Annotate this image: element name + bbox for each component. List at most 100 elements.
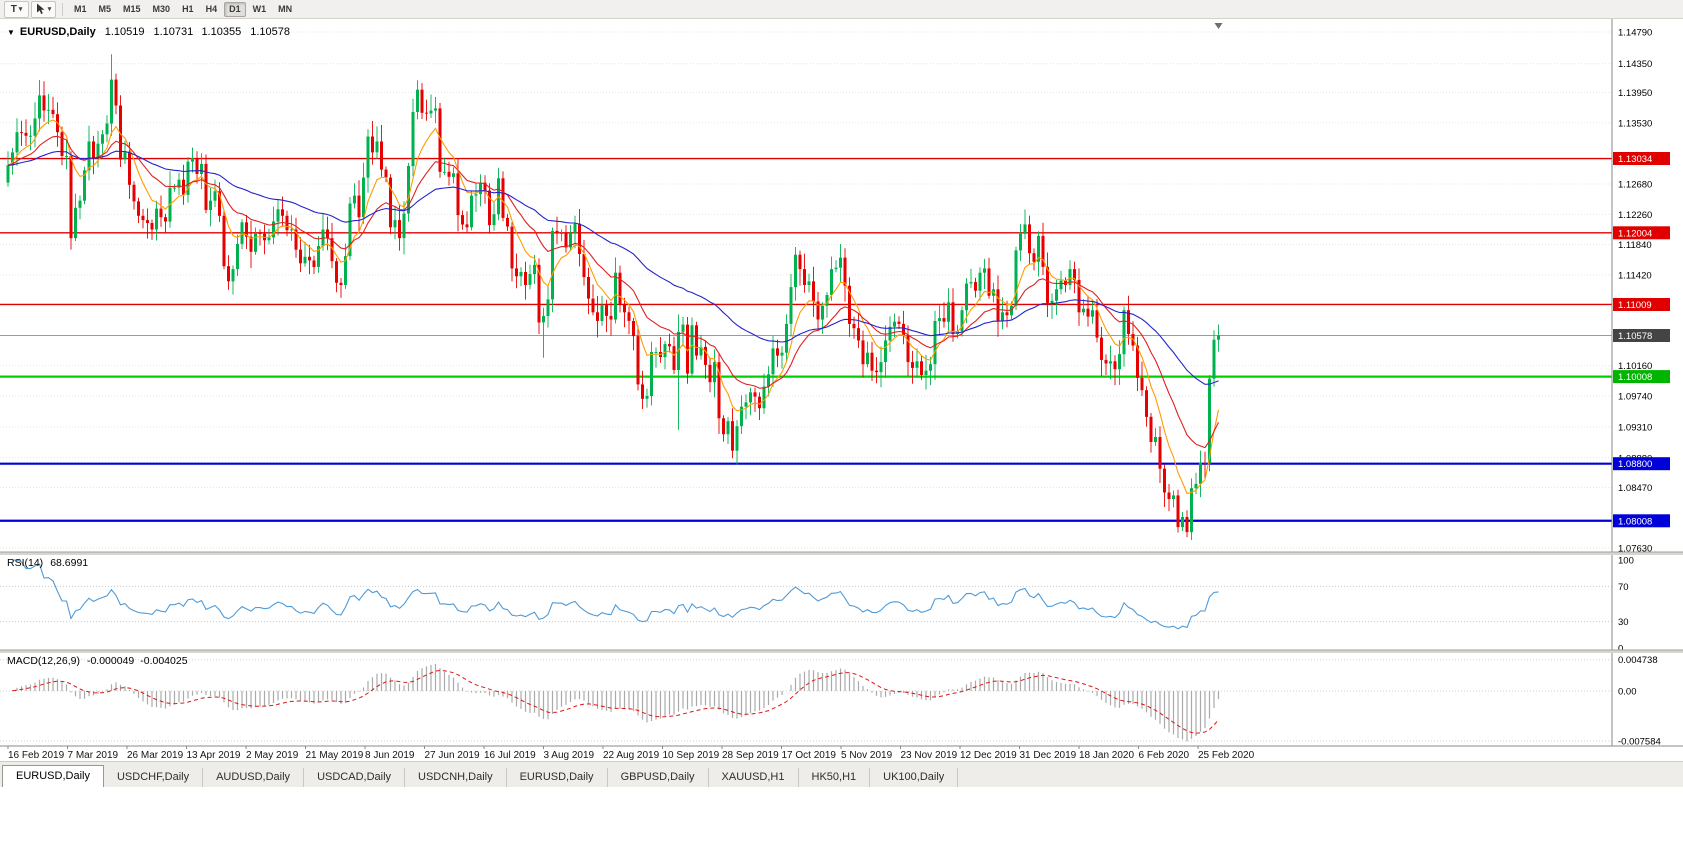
timeframe-m15-button[interactable]: M15: [118, 2, 146, 17]
moving-averages: [7, 119, 1220, 495]
timeframe-m30-button[interactable]: M30: [148, 2, 176, 17]
svg-text:1.13530: 1.13530: [1618, 118, 1652, 129]
svg-text:18 Jan 2020: 18 Jan 2020: [1079, 750, 1134, 761]
chart-header: ▼ EURUSD,Daily 1.10519 1.10731 1.10355 1.1057…: [7, 26, 290, 38]
chart-tab-9[interactable]: UK100,Daily: [870, 768, 959, 787]
svg-text:0.004738: 0.004738: [1618, 655, 1658, 666]
toolbar-separator: [62, 2, 63, 16]
svg-text:1.11840: 1.11840: [1618, 240, 1652, 251]
svg-text:1.09310: 1.09310: [1618, 422, 1652, 433]
svg-text:0.00: 0.00: [1618, 687, 1637, 698]
svg-text:1.09740: 1.09740: [1618, 391, 1652, 402]
svg-text:16 Feb 2019: 16 Feb 2019: [8, 750, 65, 761]
chart-tab-8[interactable]: HK50,H1: [799, 768, 871, 787]
svg-text:1.12260: 1.12260: [1618, 210, 1652, 221]
svg-text:5 Nov 2019: 5 Nov 2019: [841, 750, 893, 761]
svg-text:25 Feb 2020: 25 Feb 2020: [1198, 750, 1255, 761]
chart-tools-button[interactable]: T ▾: [4, 0, 29, 18]
svg-text:30: 30: [1618, 617, 1629, 628]
svg-text:28 Sep 2019: 28 Sep 2019: [722, 750, 779, 761]
gridlines: [0, 31, 1612, 742]
svg-text:31 Dec 2019: 31 Dec 2019: [1020, 750, 1077, 761]
chart-tabbar: EURUSD,Daily USDCHF,Daily AUDUSD,Daily USDC…: [0, 761, 1683, 787]
rsi-header: RSI(14) 68.6991: [7, 557, 88, 569]
svg-text:1.07630: 1.07630: [1618, 544, 1652, 555]
timeframe-buttons: M1 M5 M15 M30 H1 H4 D1 W1 MN: [68, 1, 298, 17]
macd-signal-value: -0.004025: [140, 655, 187, 667]
macd-histogram: [11, 663, 1220, 742]
rsi-name: RSI(14): [7, 557, 43, 569]
symbol-label: EURUSD,Daily: [20, 26, 97, 38]
svg-text:1.14350: 1.14350: [1618, 59, 1652, 70]
ohlc-open: 1.10519: [105, 26, 145, 38]
timeframe-mn-button[interactable]: MN: [273, 2, 297, 17]
chart-tab-6[interactable]: GBPUSD,Daily: [608, 768, 709, 787]
chart-tab-2[interactable]: AUDUSD,Daily: [203, 768, 305, 787]
chart-area[interactable]: 1.14790 1.14350 1.13950 1.13530 1.12680 1.122…: [0, 19, 1683, 761]
svg-text:70: 70: [1618, 582, 1629, 593]
chart-tab-4[interactable]: USDCNH,Daily: [405, 768, 507, 787]
svg-text:1.08008: 1.08008: [1618, 516, 1652, 527]
svg-text:1.12680: 1.12680: [1618, 180, 1652, 191]
last-bar-marker: [1214, 23, 1223, 29]
svg-text:8 Jun 2019: 8 Jun 2019: [365, 750, 415, 761]
svg-text:1.13950: 1.13950: [1618, 88, 1652, 99]
svg-text:26 Mar 2019: 26 Mar 2019: [127, 750, 184, 761]
rsi-line: [12, 559, 1219, 630]
svg-text:7 Mar 2019: 7 Mar 2019: [68, 750, 119, 761]
svg-text:-0.007584: -0.007584: [1618, 737, 1661, 748]
timeframe-m5-button[interactable]: M5: [94, 2, 117, 17]
price-badge-1.11009: [1613, 298, 1670, 311]
timeframe-m1-button[interactable]: M1: [69, 2, 92, 17]
chart-tab-1[interactable]: USDCHF,Daily: [104, 768, 204, 787]
price-badge-1.13034: [1613, 152, 1670, 165]
toolbar: T ▾ ▾ M1 M5 M15 M30 H1 H4 D1 W1 MN: [0, 0, 1683, 19]
horizontal-levels: [0, 157, 1612, 522]
svg-text:10 Sep 2019: 10 Sep 2019: [663, 750, 720, 761]
svg-text:1.10160: 1.10160: [1618, 361, 1652, 372]
ohlc-low: 1.10355: [201, 26, 241, 38]
svg-text:21 May 2019: 21 May 2019: [306, 750, 364, 761]
rsi-value: 68.6991: [50, 557, 88, 569]
chart-tools-label: T: [10, 3, 17, 15]
svg-text:1.08470: 1.08470: [1618, 483, 1652, 494]
price-badge-1.08008: [1613, 514, 1670, 528]
price-badge-1.08800: [1613, 457, 1670, 471]
chart-tab-3[interactable]: USDCAD,Daily: [304, 768, 406, 787]
ma-55-line: [7, 150, 1219, 385]
timeframe-h1-button[interactable]: H1: [177, 2, 199, 17]
svg-text:13 Apr 2019: 13 Apr 2019: [187, 750, 241, 761]
timeframe-h4-button[interactable]: H4: [201, 2, 223, 17]
chevron-down-icon: ▾: [18, 6, 23, 13]
svg-text:2 May 2019: 2 May 2019: [246, 750, 299, 761]
svg-text:1.11420: 1.11420: [1618, 270, 1652, 281]
svg-text:1.12004: 1.12004: [1618, 228, 1652, 239]
svg-text:1.10578: 1.10578: [1618, 331, 1652, 342]
macd-header: MACD(12,26,9) -0.000049 -0.004025: [7, 655, 188, 667]
chart-tab-7[interactable]: XAUUSD,H1: [709, 768, 799, 787]
ma-8-line: [7, 119, 1220, 495]
cursor-tool-button[interactable]: ▾: [31, 0, 56, 18]
svg-text:17 Oct 2019: 17 Oct 2019: [782, 750, 837, 761]
chevron-down-icon: ▾: [47, 6, 52, 13]
chart-tab-0[interactable]: EURUSD,Daily: [2, 765, 104, 787]
macd-signal-line: [12, 669, 1219, 734]
panel-splitter[interactable]: [0, 552, 1683, 555]
cursor-icon: [36, 3, 45, 14]
svg-text:0: 0: [1618, 644, 1623, 655]
svg-text:23 Nov 2019: 23 Nov 2019: [901, 750, 958, 761]
macd-name: MACD(12,26,9): [7, 655, 80, 667]
chart-tab-5[interactable]: EURUSD,Daily: [507, 768, 608, 787]
panel-splitter[interactable]: [0, 650, 1683, 653]
timeframe-d1-button[interactable]: D1: [224, 1, 246, 17]
timeframe-w1-button[interactable]: W1: [248, 2, 272, 17]
ma-20-line: [7, 135, 1219, 449]
svg-text:1.13034: 1.13034: [1618, 154, 1652, 165]
svg-text:3 Aug 2019: 3 Aug 2019: [544, 750, 595, 761]
price-badge-1.10578: [1613, 329, 1670, 342]
price-badge-1.10008: [1613, 370, 1670, 384]
macd-value: -0.000049: [87, 655, 134, 667]
svg-text:1.14790: 1.14790: [1618, 28, 1652, 39]
svg-text:1.11009: 1.11009: [1618, 300, 1652, 311]
